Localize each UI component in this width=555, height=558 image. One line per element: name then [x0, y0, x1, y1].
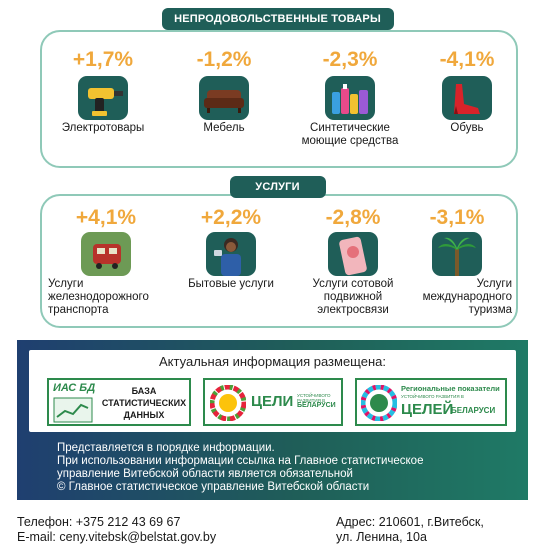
nonfood-label: Синтетические моющие средства	[301, 122, 399, 147]
services-value: -2,8%	[325, 206, 381, 229]
services-label: Бытовые услуги	[188, 278, 274, 290]
nonfood-value: -4,1%	[439, 48, 495, 71]
ias-db-text: БАЗА СТАТИСТИЧЕСКИХ ДАННЫХ	[101, 386, 187, 420]
regional-sdg-logo[interactable]: Региональные показатели УСТОЙЧИВОГО РАЗВ…	[355, 378, 507, 426]
services-label: Услуги железнодорожного транспорта	[48, 278, 149, 316]
drill-icon	[78, 76, 128, 120]
nonfood-item-detergent: -2,3% Синтетические моющие средства	[290, 48, 410, 148]
info-heading: Актуальная информация размещена:	[159, 354, 386, 369]
nonfood-item-shoes: -4,1% Обувь	[422, 48, 512, 135]
ias-db-logo[interactable]: ИАС БД БАЗА СТАТИСТИЧЕСКИХ ДАННЫХ	[47, 378, 191, 426]
nonfood-label: Мебель	[203, 122, 245, 134]
sdg-big: ЦЕЛИ	[251, 393, 294, 410]
regional-big: ЦЕЛЕЙ	[401, 401, 454, 418]
regional-wheel-icon	[361, 385, 397, 421]
regional-country: БЕЛАРУСИ	[451, 406, 496, 415]
palm-icon	[432, 232, 482, 276]
note-line: Представляется в порядке информации.	[57, 442, 275, 454]
regional-small: УСТОЙЧИВОГО РАЗВИТИЯ В	[401, 394, 464, 399]
ias-db-tag: ИАС БД	[53, 382, 96, 394]
services-value: -3,1%	[429, 206, 485, 229]
email-link[interactable]: E-mail: ceny.vitebsk@belstat.gov.by	[17, 530, 217, 544]
detergent-icon	[325, 76, 375, 120]
nonfood-value: -1,2%	[196, 48, 252, 71]
services-value: +2,2%	[200, 206, 262, 229]
services-panel: +4,1% Услуги железнодорожного транспорта…	[40, 194, 518, 328]
address-line: ул. Ленина, 10а	[336, 530, 427, 544]
nonfood-panel: +1,7% Электротовары -1,2% Мебель -2,3%	[40, 30, 518, 168]
phone-text: Телефон: +375 212 43 69 67	[17, 515, 181, 529]
contacts-right: Адрес: 210601, г.Витебск, ул. Ленина, 10…	[336, 515, 484, 545]
services-item-rail: +4,1% Услуги железнодорожного транспорта	[46, 206, 166, 317]
info-box: Актуальная информация размещена: ИАС БД …	[29, 350, 516, 432]
nonfood-label: Обувь	[450, 122, 484, 134]
services-title: УСЛУГИ	[229, 176, 326, 198]
contacts-left: Телефон: +375 212 43 69 67 E-mail: ceny.…	[17, 515, 216, 545]
nonfood-value: -2,3%	[322, 48, 378, 71]
phone-icon	[328, 232, 378, 276]
sdg-country: БЕЛАРУСИ	[297, 402, 336, 409]
services-item-household: +2,2% Бытовые услуги	[176, 206, 286, 291]
regional-top: Региональные показатели	[401, 384, 500, 393]
nonfood-item-electro: +1,7% Электротовары	[48, 48, 158, 135]
sdg-logo[interactable]: ЦЕЛИ УСТОЙЧИВОГО РАЗВИТИЯ В БЕЛАРУСИ	[203, 378, 343, 426]
services-value: +4,1%	[75, 206, 137, 229]
address-line: Адрес: 210601, г.Витебск,	[336, 515, 484, 529]
services-item-tourism: -3,1% Услуги международного туризма	[398, 206, 516, 317]
chart-icon	[53, 397, 93, 423]
shoe-icon	[442, 76, 492, 120]
sdg-small: УСТОЙЧИВОГО РАЗВИТИЯ В	[297, 393, 331, 403]
services-item-mobile: -2,8% Услуги сотовой подвижной электросв…	[298, 206, 408, 317]
copyright-note: Представляется в порядке информации. При…	[57, 442, 507, 494]
services-label: Услуги международного туризма	[422, 278, 512, 316]
services-label: Услуги сотовой подвижной электросвязи	[312, 278, 394, 316]
note-line: управление Витебской области является об…	[57, 468, 353, 480]
sdg-wheel-icon	[210, 385, 246, 421]
note-line: © Главное статистическое управление Вите…	[57, 481, 370, 493]
nonfood-title: НЕПРОДОВОЛЬСТВЕННЫЕ ТОВАРЫ	[161, 8, 394, 30]
train-icon	[81, 232, 131, 276]
worker-icon	[206, 232, 256, 276]
nonfood-item-furniture: -1,2% Мебель	[174, 48, 274, 135]
note-line: При использовании информации ссылка на Г…	[57, 455, 424, 467]
nonfood-value: +1,7%	[72, 48, 134, 71]
info-banner: Актуальная информация размещена: ИАС БД …	[17, 340, 528, 500]
sofa-icon	[199, 76, 249, 120]
nonfood-label: Электротовары	[61, 122, 145, 134]
